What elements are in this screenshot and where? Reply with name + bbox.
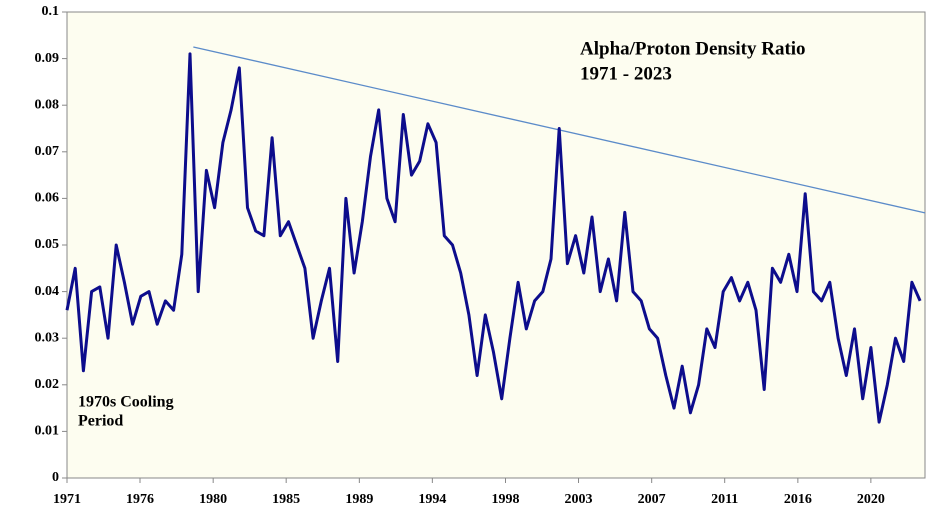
plot-area: [66, 11, 926, 479]
annotation: 1970s Cooling: [78, 394, 174, 411]
x-tick-label: 1998: [492, 492, 520, 507]
y-tick-label: 0.04: [35, 284, 60, 299]
y-tick-label: 0.03: [35, 330, 60, 345]
x-tick-label: 1985: [272, 492, 300, 507]
x-tick-label: 1994: [418, 492, 446, 507]
x-tick-label: 1980: [199, 492, 227, 507]
x-tick-label: 2003: [565, 492, 593, 507]
x-tick-label: 1971: [53, 492, 81, 507]
x-tick-label: 2020: [857, 492, 885, 507]
y-tick-label: 0.06: [35, 191, 60, 206]
x-tick-label: 2007: [638, 492, 666, 507]
y-tick-label: 0.07: [35, 144, 60, 159]
chart-subtitle: 1971 - 2023: [580, 63, 672, 84]
y-tick-label: 0.02: [35, 377, 60, 392]
x-tick-label: 1989: [345, 492, 373, 507]
y-tick-label: 0.05: [35, 237, 60, 252]
y-tick-label: 0: [52, 470, 59, 485]
annotation: Period: [78, 413, 123, 430]
chart-title: Alpha/Proton Density Ratio: [580, 38, 806, 59]
y-tick-label: 0.1: [42, 4, 60, 19]
data-line: [65, 52, 922, 424]
x-tick-label: 1976: [126, 492, 154, 507]
x-tick-label: 2016: [784, 492, 812, 507]
y-tick-label: 0.09: [35, 51, 60, 66]
y-tick-label: 0.08: [35, 97, 60, 112]
x-tick-label: 2011: [711, 492, 738, 507]
y-tick-label: 0.01: [35, 424, 60, 439]
